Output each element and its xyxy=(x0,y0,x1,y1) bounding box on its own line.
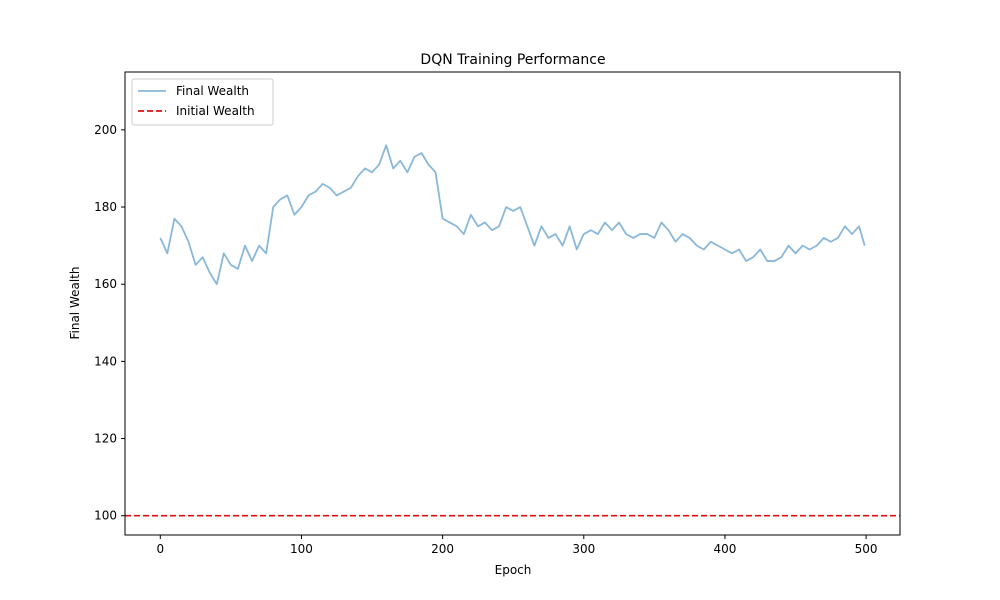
y-tick-label: 200 xyxy=(94,123,117,137)
x-tick-label: 300 xyxy=(572,542,595,556)
x-tick-label: 500 xyxy=(855,542,878,556)
y-tick-label: 100 xyxy=(94,509,117,523)
legend-label-final-wealth: Final Wealth xyxy=(176,84,249,98)
y-tick-label: 180 xyxy=(94,200,117,214)
y-tick-label: 160 xyxy=(94,277,117,291)
x-tick-label: 400 xyxy=(714,542,737,556)
series-layer xyxy=(125,144,900,517)
x-tick-label: 200 xyxy=(431,542,454,556)
legend-box xyxy=(131,78,274,126)
y-tick-label: 140 xyxy=(94,354,117,368)
x-axis: 0 100 200 300 400 500 xyxy=(156,535,878,556)
legend: Final Wealth Initial Wealth xyxy=(131,78,274,126)
chart-title: DQN Training Performance xyxy=(420,52,605,68)
legend-label-initial-wealth: Initial Wealth xyxy=(176,104,255,118)
series-final-wealth-line xyxy=(159,144,866,286)
x-tick-label: 0 xyxy=(156,542,164,556)
y-axis: 100 120 140 160 180 200 xyxy=(94,123,125,523)
x-axis-label: Epoch xyxy=(495,563,532,577)
y-axis-label: Final Wealth xyxy=(68,266,82,339)
x-tick-label: 100 xyxy=(290,542,313,556)
y-tick-label: 120 xyxy=(94,432,117,446)
plot-frame xyxy=(124,71,901,536)
